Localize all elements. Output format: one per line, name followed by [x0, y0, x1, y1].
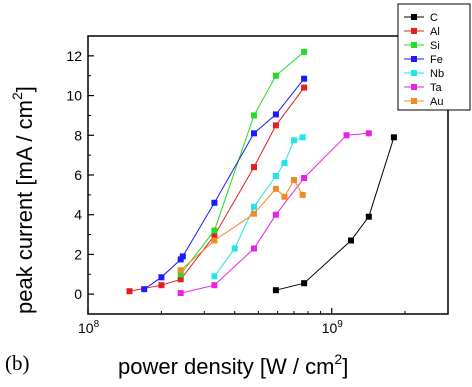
data-point [211, 273, 218, 280]
data-point [365, 213, 372, 220]
data-point [251, 203, 257, 210]
data-point [211, 199, 218, 206]
series-nb [211, 134, 306, 280]
legend-marker [411, 56, 417, 62]
data-point [281, 160, 288, 167]
legend-label: Fe [430, 54, 443, 66]
data-point [158, 274, 165, 281]
data-point [158, 282, 165, 289]
data-point [390, 134, 397, 141]
data-point [272, 111, 279, 118]
data-point [251, 210, 257, 217]
series-line [143, 78, 305, 290]
plot-frame [87, 35, 449, 315]
series-al [126, 84, 308, 295]
legend-entry: Nb [404, 68, 444, 80]
legend-marker [411, 98, 417, 104]
data-point [291, 137, 297, 144]
x-tick-label: 108 [78, 319, 100, 336]
y-tick-label: 8 [74, 127, 82, 143]
legend-label: Si [430, 40, 440, 52]
data-point [251, 245, 257, 252]
legend-marker [411, 28, 417, 34]
legend-marker [411, 70, 417, 76]
legend-entry: Si [404, 40, 440, 52]
legend-label: C [430, 12, 438, 24]
series-layer [126, 48, 397, 297]
y-tick-label: 4 [74, 207, 82, 223]
legend-label: Nb [430, 68, 444, 80]
data-point [272, 72, 279, 79]
data-point [251, 112, 257, 119]
data-point [272, 185, 279, 192]
y-tick-label: 10 [66, 88, 82, 104]
data-point [299, 134, 306, 141]
data-point [177, 267, 184, 274]
data-point [301, 84, 308, 91]
legend-entry: Fe [404, 54, 443, 66]
y-tick-label: 2 [74, 246, 82, 262]
data-point [126, 288, 133, 295]
ticks: 0 2 4 6 8 10 12 108 109 [66, 48, 449, 336]
series-line [180, 178, 304, 271]
data-point [211, 232, 218, 239]
data-point [179, 253, 186, 260]
data-point [177, 290, 184, 297]
data-point [301, 175, 308, 181]
data-point [272, 173, 279, 179]
series-fe [141, 75, 308, 293]
y-tick-label: 0 [74, 286, 82, 302]
legend-marker [411, 42, 417, 48]
series-c [272, 134, 397, 294]
data-point [211, 227, 218, 234]
data-point [348, 237, 354, 244]
data-point [231, 245, 238, 252]
x-axis-title: power density [W / cm2] [118, 351, 348, 379]
data-point [299, 191, 306, 198]
series-line [275, 137, 395, 291]
legend-marker [411, 14, 417, 20]
data-point [211, 237, 218, 244]
data-point [272, 122, 279, 129]
series-ta [177, 130, 372, 297]
data-point [343, 132, 350, 139]
data-point [251, 130, 257, 137]
data-point [365, 130, 372, 137]
data-point [177, 276, 184, 283]
data-point [301, 48, 308, 55]
data-point [272, 211, 279, 218]
legend-entry: Ta [404, 82, 443, 94]
y-axis-title: peak current [mA / cm2] [9, 86, 37, 314]
data-point [291, 177, 297, 183]
legend-entry: C [404, 12, 438, 24]
data-point [251, 164, 257, 171]
panel-label: (b) [5, 351, 30, 375]
legend: C Al Si Fe Nb Ta Au [397, 3, 471, 111]
series-au [177, 177, 306, 274]
legend-label: Au [430, 96, 443, 108]
data-point [272, 287, 279, 294]
data-point [301, 75, 308, 82]
data-point [177, 271, 184, 278]
legend-entry: Au [404, 96, 443, 108]
legend-label: Ta [430, 82, 443, 94]
legend-label: Al [430, 26, 440, 38]
legend-box [397, 3, 471, 111]
y-tick-label: 6 [74, 167, 82, 183]
data-point [301, 280, 308, 287]
x-tick-label: 109 [322, 319, 344, 336]
data-point [141, 286, 148, 293]
series-si [177, 48, 308, 278]
data-point [211, 282, 218, 289]
legend-entry: Al [404, 26, 440, 38]
y-tick-label: 12 [66, 48, 82, 64]
data-point [281, 193, 288, 200]
legend-marker [411, 84, 417, 90]
